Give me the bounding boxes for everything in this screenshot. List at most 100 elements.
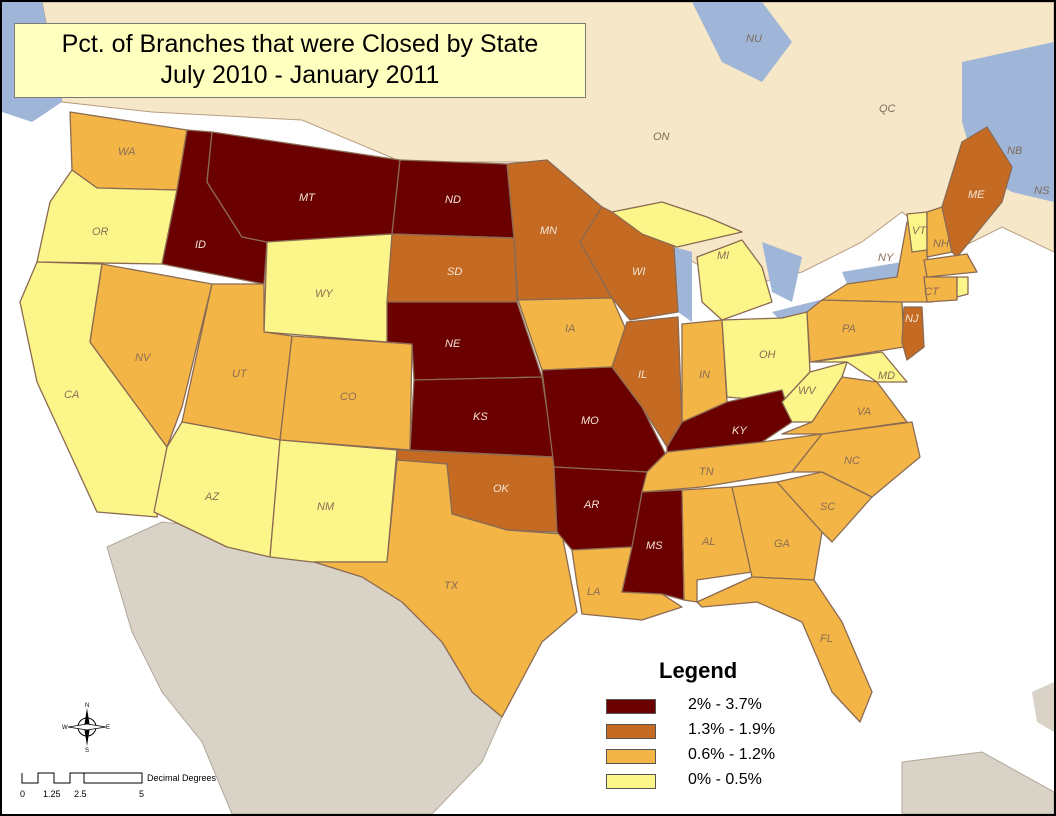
label-co: CO — [340, 391, 357, 403]
label-nc: NC — [844, 455, 860, 467]
lake-huron — [762, 242, 802, 302]
legend-label: 2% - 3.7% — [688, 696, 762, 713]
label-va: VA — [857, 406, 871, 418]
label-ca: CA — [64, 389, 79, 401]
state-md[interactable] — [811, 351, 908, 383]
label-mi: MI — [717, 250, 729, 262]
label-ky: KY — [732, 425, 747, 437]
compass-n: N — [85, 703, 89, 709]
scale-tick: 5 — [139, 789, 145, 799]
legend-swatch — [606, 774, 656, 789]
state-ri[interactable] — [956, 276, 969, 298]
scale-unit-label: Decimal Degrees — [147, 773, 217, 783]
state-fl[interactable] — [696, 576, 873, 723]
label-wi: WI — [632, 266, 645, 278]
label-ks: KS — [473, 411, 488, 423]
compass-e: E — [106, 725, 110, 731]
scale-bar-graphic — [21, 772, 143, 784]
label-al: AL — [701, 536, 715, 548]
state-ct[interactable] — [923, 276, 958, 303]
state-ga[interactable] — [731, 481, 823, 581]
legend-item: 1.3% - 1.9% — [602, 721, 832, 740]
state-nj[interactable] — [901, 306, 925, 361]
state-wv[interactable] — [781, 361, 848, 423]
label-qc: QC — [879, 103, 896, 115]
legend: Legend 2% - 3.7% 1.3% - 1.9% 0.6% - 1.2%… — [602, 658, 832, 798]
legend-label: 1.3% - 1.9% — [688, 721, 776, 738]
label-nu: NU — [746, 33, 762, 45]
title-line-1: Pct. of Branches that were Closed by Sta… — [61, 30, 539, 58]
label-az: AZ — [204, 491, 220, 503]
legend-item: 0% - 0.5% — [602, 771, 832, 790]
state-ma[interactable] — [923, 253, 978, 278]
label-ga: GA — [774, 538, 790, 550]
legend-item: 0.6% - 1.2% — [602, 746, 832, 765]
label-ia: IA — [565, 323, 575, 335]
label-wy: WY — [315, 288, 333, 300]
label-sd: SD — [447, 266, 462, 278]
label-me: ME — [968, 189, 985, 201]
label-nm: NM — [317, 501, 335, 513]
compass-w: W — [62, 725, 68, 731]
legend-label: 0% - 0.5% — [688, 771, 762, 788]
label-wv: WV — [798, 385, 817, 397]
title-line-2: July 2010 - January 2011 — [160, 61, 440, 89]
state-mi[interactable] — [696, 239, 773, 321]
label-nj: NJ — [905, 313, 919, 325]
lake-ontario — [842, 262, 902, 284]
state-me[interactable] — [941, 126, 1013, 258]
state-mi-upper[interactable] — [611, 201, 743, 248]
scale-tick: 2.5 — [74, 789, 87, 799]
state-sc[interactable] — [776, 471, 873, 543]
legend-swatch — [606, 749, 656, 764]
legend-item: 2% - 3.7% — [602, 696, 832, 715]
label-mo: MO — [581, 415, 599, 427]
label-la: LA — [587, 586, 600, 598]
label-nh: NH — [933, 238, 949, 250]
label-or: OR — [92, 226, 109, 238]
label-oh: OH — [759, 349, 776, 361]
label-wa: WA — [118, 146, 136, 158]
scale-tick: 1.25 — [43, 789, 61, 799]
legend-swatch — [606, 724, 656, 739]
label-ct: CT — [924, 286, 940, 298]
label-id: ID — [195, 239, 206, 251]
legend-title: Legend — [659, 658, 738, 683]
label-mt: MT — [299, 192, 316, 204]
map-title-box: Pct. of Branches that were Closed by Sta… — [14, 23, 586, 98]
label-fl: FL — [820, 633, 833, 645]
state-nv[interactable] — [89, 263, 213, 448]
label-tx: TX — [444, 580, 459, 592]
label-nd: ND — [445, 194, 461, 206]
label-ok: OK — [493, 483, 510, 495]
legend-swatch — [606, 699, 656, 714]
scale-tick: 0 — [20, 789, 26, 799]
label-ar: AR — [583, 499, 599, 511]
scale-bar: Decimal Degrees 0 1.25 2.5 5 — [20, 767, 240, 801]
label-in: IN — [699, 369, 710, 381]
state-ar[interactable] — [553, 466, 648, 551]
label-ms: MS — [646, 540, 663, 552]
label-nv: NV — [135, 352, 152, 364]
label-vt: VT — [912, 225, 927, 237]
label-ny: NY — [878, 252, 894, 264]
compass-rose-icon: N S E W — [62, 703, 110, 752]
cuba-land — [901, 751, 1054, 814]
hudson-bay-water — [692, 2, 792, 82]
compass-s: S — [85, 748, 89, 752]
label-md: MD — [878, 370, 895, 382]
label-mn: MN — [540, 225, 557, 237]
bahamas-land — [1032, 682, 1054, 732]
label-on: ON — [653, 131, 670, 143]
state-tx[interactable] — [313, 459, 578, 718]
label-sc: SC — [820, 501, 835, 513]
label-tn: TN — [699, 466, 714, 478]
label-pa: PA — [842, 323, 856, 335]
lake-michigan — [674, 247, 692, 322]
label-il: IL — [638, 369, 647, 381]
label-ns: NS — [1034, 185, 1050, 197]
legend-label: 0.6% - 1.2% — [688, 746, 776, 763]
label-ut: UT — [232, 368, 248, 380]
